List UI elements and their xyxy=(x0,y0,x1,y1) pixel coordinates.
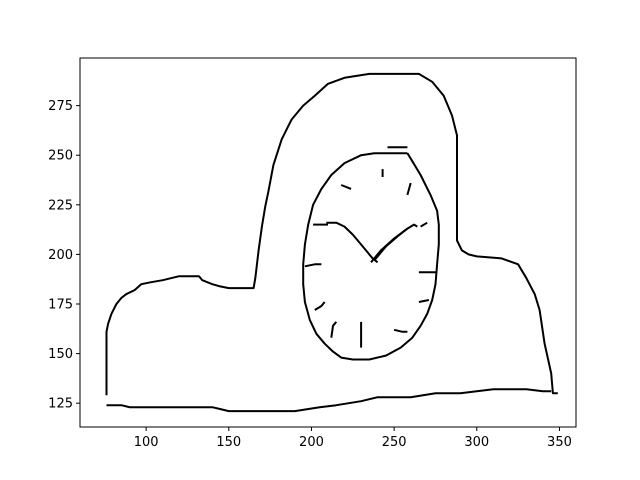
series-line-7 xyxy=(373,227,409,262)
y-tick-label: 150 xyxy=(48,347,73,362)
plot-lines xyxy=(105,72,558,413)
series-line-9 xyxy=(340,184,352,190)
x-axis-ticks: 100 150 200 250 300 350 xyxy=(134,427,572,450)
series-line-10 xyxy=(406,182,412,196)
x-tick-label: 300 xyxy=(464,435,489,450)
x-tick-label: 350 xyxy=(547,435,572,450)
series-line-2 xyxy=(302,152,440,361)
series-line-5 xyxy=(326,221,379,264)
series-line-13 xyxy=(304,263,322,268)
series-line-18 xyxy=(393,328,408,333)
x-tick-label: 150 xyxy=(216,435,241,450)
y-tick-label: 200 xyxy=(48,248,73,263)
series-line-11 xyxy=(420,221,428,228)
y-tick-label: 175 xyxy=(48,298,73,313)
y-tick-label: 225 xyxy=(48,198,73,213)
series-line-14 xyxy=(418,299,430,303)
series-line-15 xyxy=(314,301,326,311)
plot-frame xyxy=(79,57,577,428)
y-tick-label: 275 xyxy=(48,99,73,114)
x-tick-label: 250 xyxy=(382,435,407,450)
y-tick-label: 250 xyxy=(48,149,73,164)
x-tick-label: 200 xyxy=(299,435,324,450)
series-line-16 xyxy=(330,321,338,338)
y-axis-ticks: 125 150 175 200 225 250 275 xyxy=(48,99,80,412)
y-tick-label: 125 xyxy=(48,397,73,412)
series-line-0 xyxy=(105,72,558,396)
series-line-1 xyxy=(106,388,552,413)
x-tick-label: 100 xyxy=(134,435,159,450)
